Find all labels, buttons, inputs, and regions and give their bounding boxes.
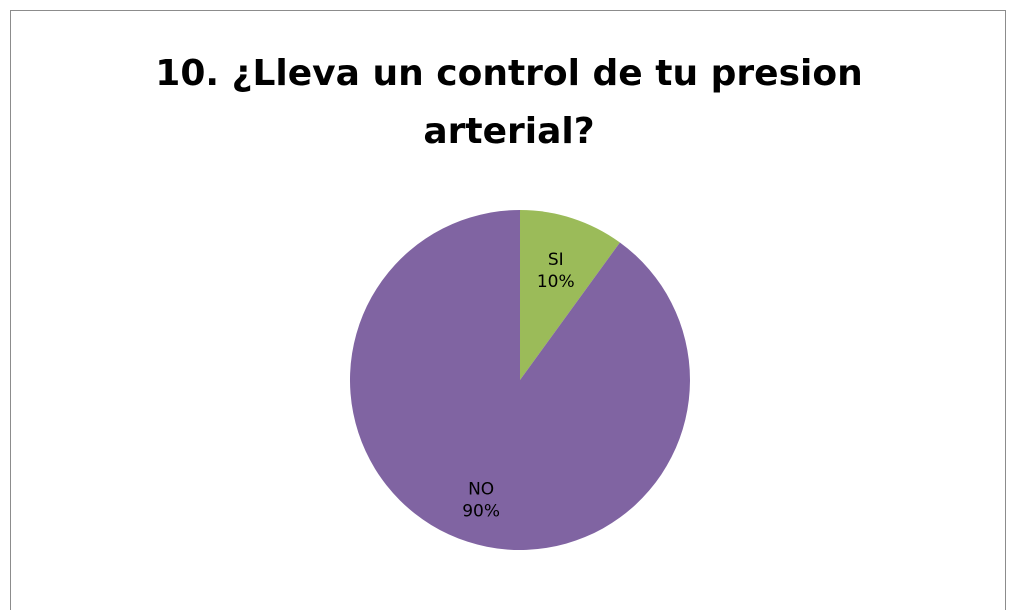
slice-label-no-category: NO xyxy=(468,480,494,500)
slice-label-si-category: SI xyxy=(548,250,564,270)
slice-label-si-percent: 10% xyxy=(537,272,575,292)
chart-title: 10. ¿Lleva un control de tu presion arte… xyxy=(155,53,863,152)
slice-label-no-percent: 90% xyxy=(462,502,500,522)
pie-slice-si xyxy=(520,210,620,380)
pie-chart: SI 10% NO 90% xyxy=(349,210,690,550)
chart-area: 10. ¿Lleva un control de tu presion arte… xyxy=(10,10,1006,610)
pie-slice-no xyxy=(349,210,690,550)
